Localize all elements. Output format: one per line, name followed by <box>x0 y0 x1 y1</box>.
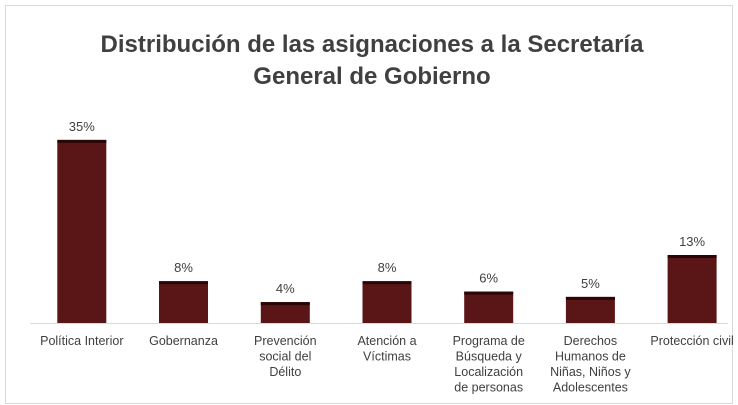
bar-0 <box>57 139 107 323</box>
data-label-0: 35% <box>69 119 95 134</box>
chart-title: Distribución de las asignaciones a la Se… <box>101 31 645 90</box>
data-label-5: 5% <box>581 276 600 291</box>
category-label-5-line-0: Derechos <box>564 334 618 348</box>
category-label-1: Gobernanza <box>149 334 218 348</box>
bar-5 <box>565 296 615 324</box>
category-label-3-line-1: Víctimas <box>363 350 411 364</box>
bar-top-4 <box>464 291 514 295</box>
category-label-6: Protección civil <box>650 334 733 348</box>
data-label-3: 8% <box>378 260 397 275</box>
category-label-0-line-0: Política Interior <box>40 334 123 348</box>
category-label-5: Derechos Humanos de Niñas, Niños y Adolesce… <box>550 334 631 395</box>
category-label-5-line-1: Humanos de <box>555 350 626 364</box>
category-label-6-line-0: Protección civil <box>650 334 733 348</box>
data-label-4: 6% <box>479 271 498 286</box>
category-label-4-line-0: Programa de <box>453 334 525 348</box>
bar-top-3 <box>362 281 412 285</box>
category-label-4-line-1: Búsqueda y <box>456 350 523 364</box>
data-label-1: 8% <box>174 260 193 275</box>
bar-1 <box>159 281 208 323</box>
category-label-5-line-3: Adolescentes <box>553 381 628 395</box>
category-label-2-line-2: Délito <box>269 365 301 379</box>
data-label-6: 13% <box>679 234 705 249</box>
chart-title-line-1: Distribución de las asignaciones a la Se… <box>101 31 645 58</box>
bar-4 <box>464 291 514 323</box>
bar-2 <box>260 302 310 323</box>
category-label-1-line-0: Gobernanza <box>149 334 218 348</box>
category-label-4-line-2: Localización <box>454 365 523 379</box>
bar-top-1 <box>159 281 208 285</box>
category-label-2-line-0: Prevención <box>254 334 317 348</box>
data-label-2: 4% <box>276 281 295 296</box>
bars <box>57 139 717 324</box>
bar-top-0 <box>57 139 107 143</box>
bar-top-5 <box>565 296 615 300</box>
category-label-4: Programa de Búsqueda y Localización de pers… <box>453 334 525 395</box>
bar-6 <box>667 255 717 323</box>
category-labels: Política Interior Gobernanza Prevención soc… <box>40 334 734 395</box>
bar-top-2 <box>260 302 310 306</box>
bar-top-6 <box>667 255 717 258</box>
category-label-4-line-3: de personas <box>454 381 523 395</box>
bar-3 <box>362 281 412 323</box>
category-label-3-line-0: Atención a <box>357 334 416 348</box>
category-label-2-line-1: social del <box>259 350 311 364</box>
category-label-3: Atención a Víctimas <box>357 334 416 364</box>
category-label-2: Prevención social del Délito <box>254 334 317 379</box>
category-label-5-line-2: Niñas, Niños y <box>550 365 631 379</box>
data-labels: 35% 8% 4% 8% 6% 5% 13% <box>69 119 706 296</box>
category-label-0: Política Interior <box>40 334 123 348</box>
chart-frame <box>5 5 733 404</box>
chart-title-line-2: General de Gobierno <box>253 63 490 90</box>
